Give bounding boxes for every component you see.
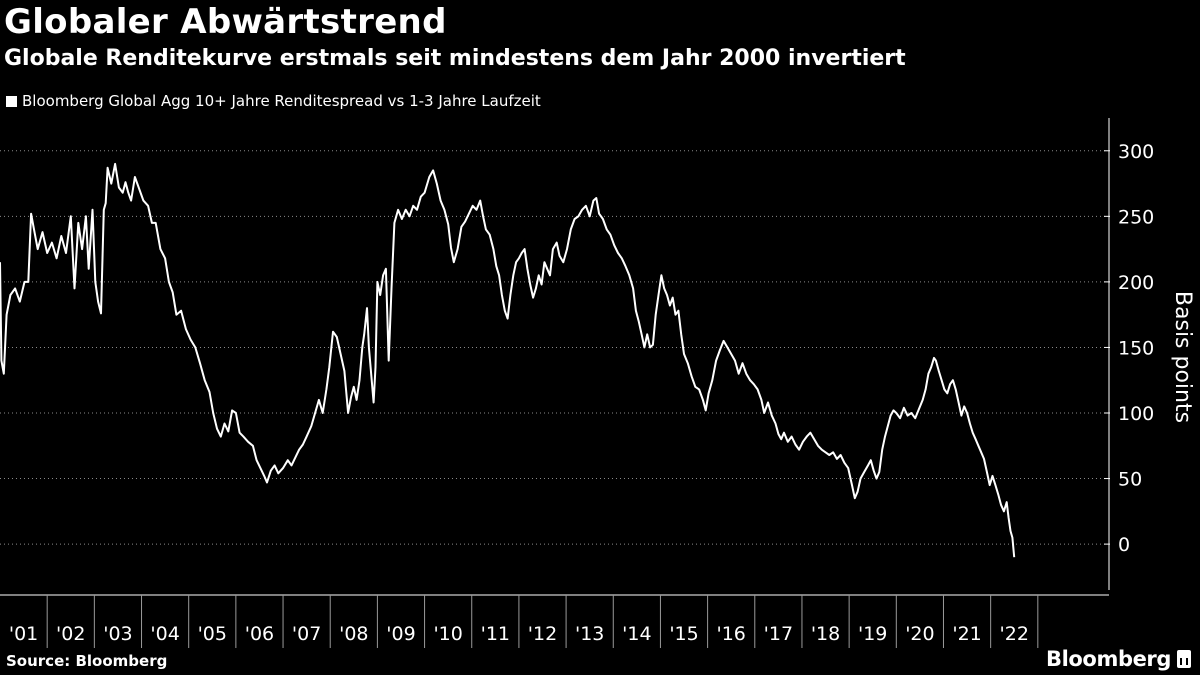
legend-swatch bbox=[6, 95, 17, 107]
x-tick-label: '08 bbox=[339, 623, 368, 645]
y-axis-title: Basis points bbox=[1170, 291, 1195, 423]
source-note: Source: Bloomberg bbox=[6, 652, 168, 670]
x-tick-label: '11 bbox=[481, 623, 510, 645]
y-tick-label: 0 bbox=[1118, 534, 1130, 556]
x-tick-label: '03 bbox=[103, 623, 132, 645]
chart-legend: Bloomberg Global Agg 10+ Jahre Renditesp… bbox=[6, 92, 541, 110]
brand-label: Bloomberg bbox=[1046, 647, 1172, 671]
x-tick-label: '19 bbox=[858, 623, 887, 645]
legend-label: Bloomberg Global Agg 10+ Jahre Renditesp… bbox=[22, 92, 541, 110]
x-tick-label: '02 bbox=[56, 623, 85, 645]
x-tick-label: '17 bbox=[764, 623, 793, 645]
x-tick-label: '06 bbox=[245, 623, 274, 645]
x-tick-label: '07 bbox=[292, 623, 321, 645]
x-tick-label: '14 bbox=[622, 623, 651, 645]
y-tick-label: 50 bbox=[1118, 469, 1142, 491]
y-tick-label: 150 bbox=[1118, 337, 1154, 359]
y-tick-label: 100 bbox=[1118, 403, 1154, 425]
x-tick-label: '01 bbox=[9, 623, 38, 645]
x-tick-label: '04 bbox=[150, 623, 179, 645]
x-tick-label: '18 bbox=[811, 623, 840, 645]
x-tick-label: '05 bbox=[198, 623, 227, 645]
x-tick-label: '22 bbox=[1000, 623, 1029, 645]
series-line bbox=[0, 162, 1016, 558]
x-tick-label: '09 bbox=[386, 623, 415, 645]
x-tick-label: '21 bbox=[952, 623, 981, 645]
x-tick-label: '15 bbox=[669, 623, 698, 645]
y-tick-label: 300 bbox=[1118, 141, 1154, 163]
bloomberg-logo: Bloomberg bbox=[1046, 647, 1192, 671]
x-tick-label: '16 bbox=[716, 623, 745, 645]
y-tick-label: 250 bbox=[1118, 206, 1154, 228]
x-tick-label: '13 bbox=[575, 623, 604, 645]
x-tick-label: '20 bbox=[905, 623, 934, 645]
chart-title: Globaler Abwärtstrend bbox=[4, 2, 447, 42]
bloomberg-badge-icon bbox=[1177, 650, 1192, 668]
chart-subtitle: Globale Renditekurve erstmals seit minde… bbox=[4, 46, 906, 71]
x-tick-label: '12 bbox=[528, 623, 557, 645]
y-tick-label: 200 bbox=[1118, 272, 1154, 294]
x-tick-label: '10 bbox=[433, 623, 462, 645]
